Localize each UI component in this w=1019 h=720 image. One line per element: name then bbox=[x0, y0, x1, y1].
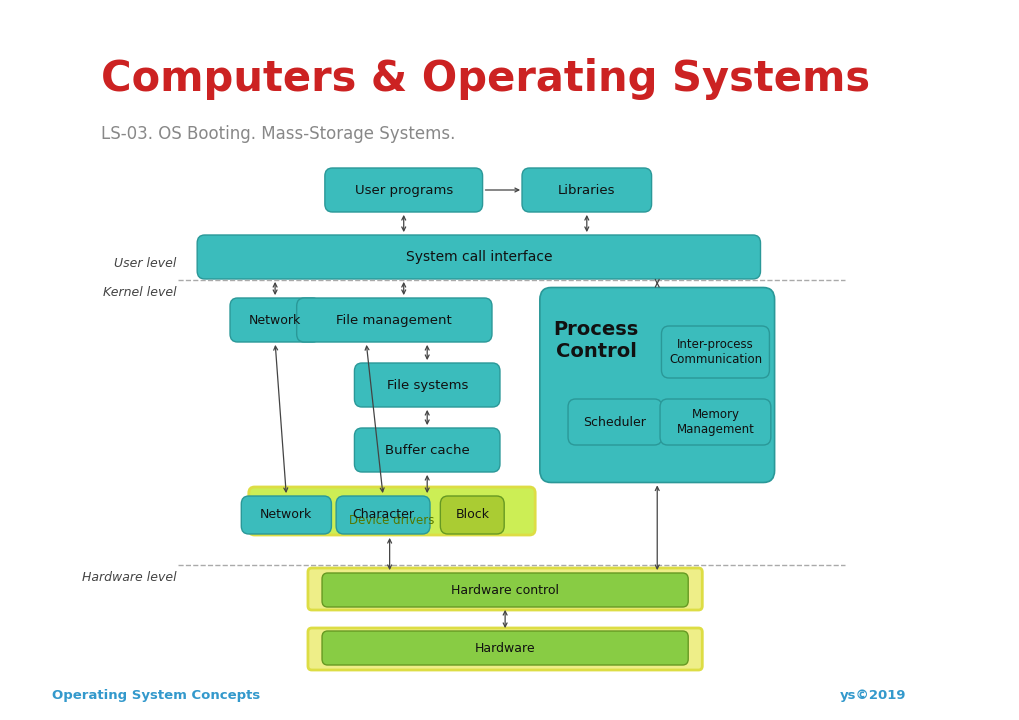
Text: File systems: File systems bbox=[386, 379, 468, 392]
Text: Scheduler: Scheduler bbox=[583, 415, 646, 428]
FancyBboxPatch shape bbox=[249, 487, 535, 535]
Text: User level: User level bbox=[114, 257, 176, 270]
Text: LS-03. OS Booting. Mass-Storage Systems.: LS-03. OS Booting. Mass-Storage Systems. bbox=[101, 125, 455, 143]
FancyBboxPatch shape bbox=[354, 363, 499, 407]
Text: System call interface: System call interface bbox=[406, 250, 551, 264]
Text: Device drivers: Device drivers bbox=[348, 514, 434, 527]
FancyBboxPatch shape bbox=[324, 168, 482, 212]
Text: ys©2019: ys©2019 bbox=[839, 689, 905, 702]
Text: Hardware level: Hardware level bbox=[82, 571, 176, 584]
FancyBboxPatch shape bbox=[659, 399, 770, 445]
Text: File management: File management bbox=[336, 313, 451, 326]
Text: Network: Network bbox=[260, 508, 312, 521]
FancyBboxPatch shape bbox=[440, 496, 503, 534]
FancyBboxPatch shape bbox=[242, 496, 331, 534]
FancyBboxPatch shape bbox=[568, 399, 661, 445]
Text: Block: Block bbox=[454, 508, 489, 521]
FancyBboxPatch shape bbox=[297, 298, 491, 342]
FancyBboxPatch shape bbox=[322, 573, 688, 607]
Text: User programs: User programs bbox=[355, 184, 452, 197]
FancyBboxPatch shape bbox=[308, 568, 702, 610]
FancyBboxPatch shape bbox=[354, 428, 499, 472]
FancyBboxPatch shape bbox=[322, 631, 688, 665]
FancyBboxPatch shape bbox=[539, 287, 773, 482]
Text: Buffer cache: Buffer cache bbox=[384, 444, 469, 456]
Text: Hardware control: Hardware control bbox=[450, 583, 558, 596]
FancyBboxPatch shape bbox=[308, 628, 702, 670]
FancyBboxPatch shape bbox=[230, 298, 320, 342]
Text: Inter-process
Communication: Inter-process Communication bbox=[668, 338, 761, 366]
Text: Memory
Management: Memory Management bbox=[676, 408, 754, 436]
Text: Operating System Concepts: Operating System Concepts bbox=[52, 689, 260, 702]
Text: Hardware: Hardware bbox=[475, 642, 535, 654]
FancyBboxPatch shape bbox=[197, 235, 760, 279]
FancyBboxPatch shape bbox=[660, 326, 768, 378]
Text: Computers & Operating Systems: Computers & Operating Systems bbox=[101, 58, 869, 100]
Text: Character: Character bbox=[352, 508, 414, 521]
Text: Libraries: Libraries bbox=[557, 184, 614, 197]
FancyBboxPatch shape bbox=[336, 496, 430, 534]
Text: Network: Network bbox=[249, 313, 301, 326]
Text: Kernel level: Kernel level bbox=[103, 286, 176, 299]
FancyBboxPatch shape bbox=[522, 168, 651, 212]
Text: Process
Control: Process Control bbox=[553, 320, 638, 361]
